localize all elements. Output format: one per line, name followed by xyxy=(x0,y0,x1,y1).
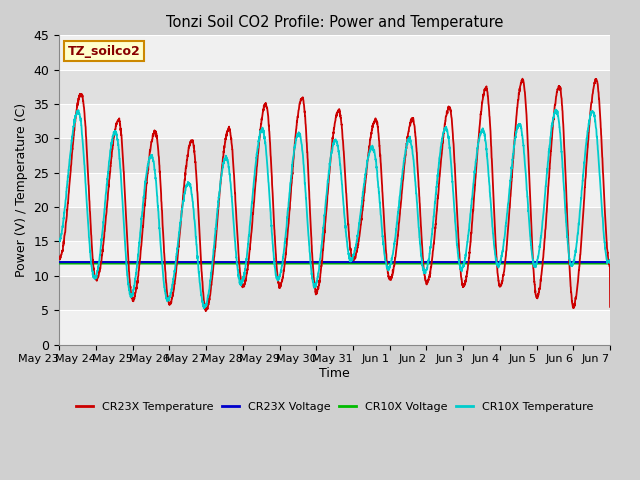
Bar xyxy=(59,241,610,276)
Y-axis label: Power (V) / Temperature (C): Power (V) / Temperature (C) xyxy=(15,103,28,277)
Legend: CR23X Temperature, CR23X Voltage, CR10X Voltage, CR10X Temperature: CR23X Temperature, CR23X Voltage, CR10X … xyxy=(72,397,598,416)
Bar xyxy=(59,310,610,345)
Bar xyxy=(59,36,610,70)
Bar xyxy=(59,138,610,173)
Bar xyxy=(59,104,610,138)
X-axis label: Time: Time xyxy=(319,367,350,380)
Bar xyxy=(59,173,610,207)
Title: Tonzi Soil CO2 Profile: Power and Temperature: Tonzi Soil CO2 Profile: Power and Temper… xyxy=(166,15,503,30)
Bar xyxy=(59,276,610,310)
Bar xyxy=(59,70,610,104)
Text: TZ_soilco2: TZ_soilco2 xyxy=(67,45,140,58)
Bar xyxy=(59,207,610,241)
